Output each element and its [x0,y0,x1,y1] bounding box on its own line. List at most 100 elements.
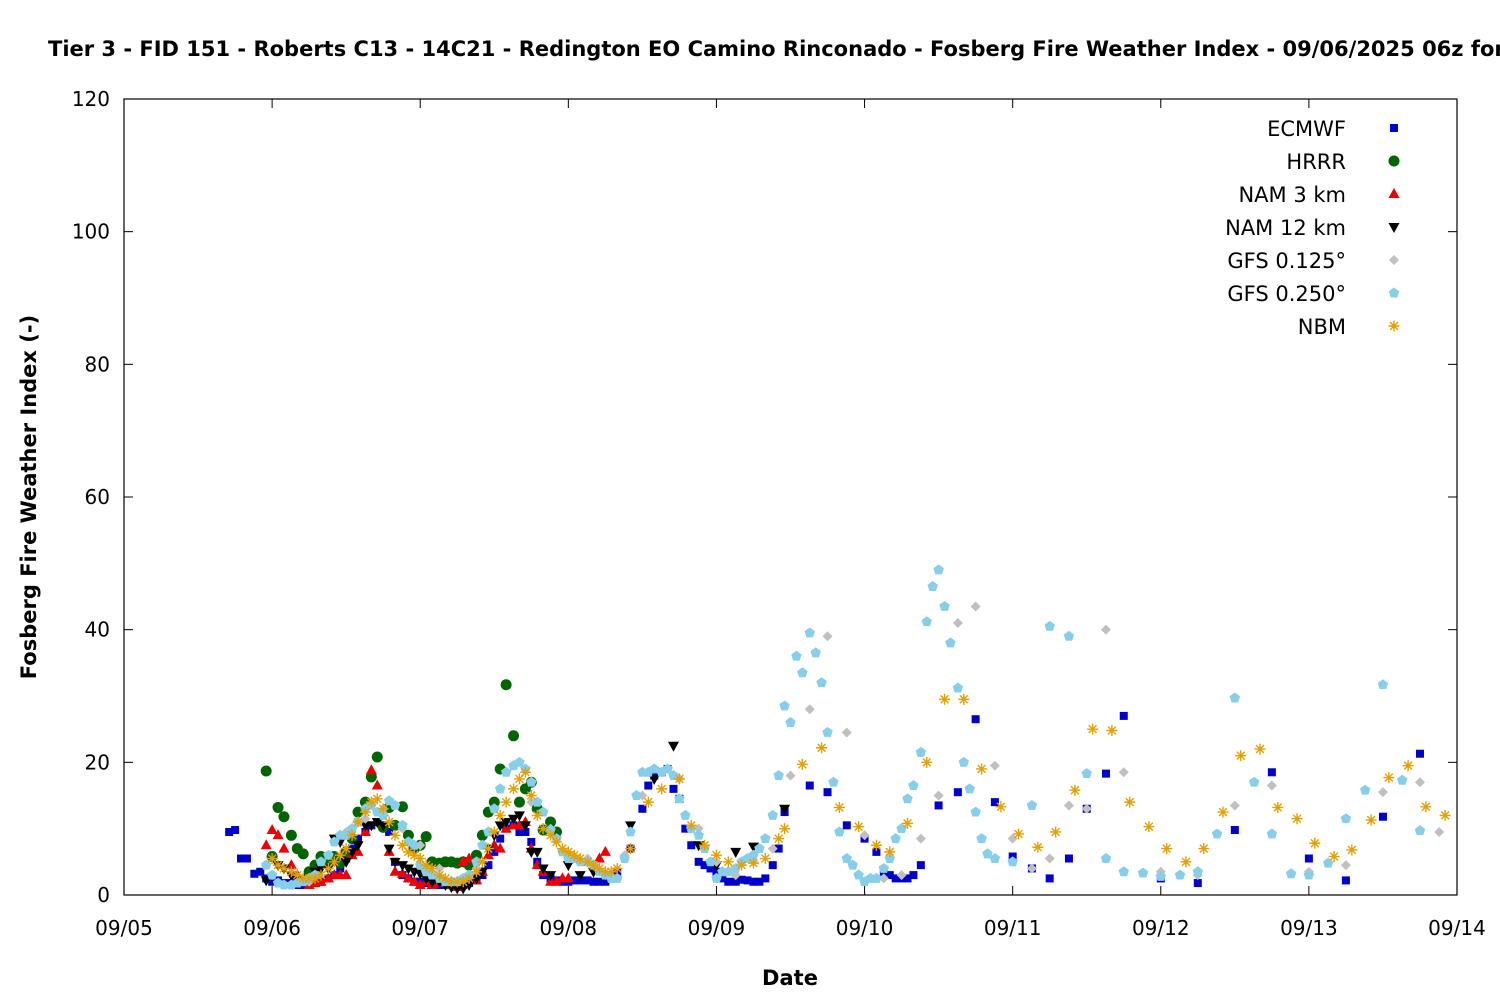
data-point [773,770,784,781]
x-tick-label: 09/06 [243,916,301,940]
data-point [359,806,371,818]
data-point [822,631,833,642]
data-point [916,861,925,870]
y-tick-label: 120 [72,87,110,111]
data-point [668,770,679,781]
data-point [1124,796,1136,808]
data-point [1439,809,1451,821]
data-point [816,742,828,754]
data-point [747,857,759,869]
data-point [489,803,500,814]
data-point [828,776,839,787]
data-point [589,877,598,886]
data-point [593,862,605,874]
data-point [1328,851,1340,863]
data-point [1192,866,1204,877]
data-point [256,867,265,876]
data-point [1414,825,1426,836]
data-point [488,826,500,838]
data-point [773,833,785,845]
data-point [334,849,346,861]
data-point [526,776,537,787]
data-point [488,796,500,808]
data-point [722,856,734,868]
data-point [385,827,394,836]
data-point [921,756,933,768]
data-point [915,833,926,844]
data-point [402,872,414,883]
data-point [779,700,790,711]
data-point [989,853,1001,863]
data-point [562,861,574,872]
data-point [822,726,833,737]
data-point [1378,812,1387,821]
data-point [525,790,537,801]
data-point [268,877,277,886]
x-tick-label: 09/13 [1280,916,1338,940]
data-point [1420,801,1432,813]
data-point [761,874,770,883]
data-point [242,854,251,863]
data-point [662,763,673,774]
data-point [408,875,420,886]
series-6 [266,693,1451,888]
y-tick-label: 60 [85,485,110,509]
data-point [642,796,654,808]
data-point [595,877,604,886]
data-point [1119,711,1128,720]
data-point [513,773,525,785]
data-point [712,867,721,876]
data-point [570,876,579,885]
data-point [490,847,499,856]
data-point [531,847,543,858]
data-point [494,809,506,821]
data-point [970,806,981,817]
data-point [396,867,408,878]
data-point [625,821,637,832]
data-point [611,862,623,874]
legend-label: NBM [1298,315,1346,339]
data-point [731,877,740,886]
data-point [743,876,752,885]
data-point [303,872,315,884]
data-point [1032,841,1044,853]
data-point [496,834,505,843]
data-point [1291,813,1303,825]
data-point [396,839,408,851]
data-point [1081,768,1092,779]
data-point [322,862,334,874]
data-point [1013,828,1025,840]
data-point [804,704,815,715]
data-point [1229,800,1240,811]
data-point [371,779,383,790]
data-point [515,827,524,836]
data-point [1100,624,1111,635]
data-point [433,869,445,881]
data-point [365,764,377,775]
data-point [583,876,592,885]
data-point [1050,826,1062,838]
data-point [939,693,951,705]
data-point [685,819,697,831]
data-point [890,833,901,844]
data-point [537,823,549,835]
legend-label: GFS 0.125° [1227,249,1346,273]
data-point [250,869,259,878]
data-point [383,816,395,828]
data-point [352,841,364,852]
data-point [759,853,771,865]
data-point [706,864,715,873]
data-point [1193,879,1202,888]
data-point [1254,743,1266,755]
data-point [1044,853,1055,864]
data-point [545,829,557,841]
data-point [545,871,557,882]
data-point [352,816,364,828]
data-point [884,846,896,858]
data-point [272,859,284,871]
data-point [1303,869,1315,880]
data-point [1396,774,1408,785]
data-point [870,839,882,851]
data-point [599,866,611,878]
data-point [767,843,778,854]
